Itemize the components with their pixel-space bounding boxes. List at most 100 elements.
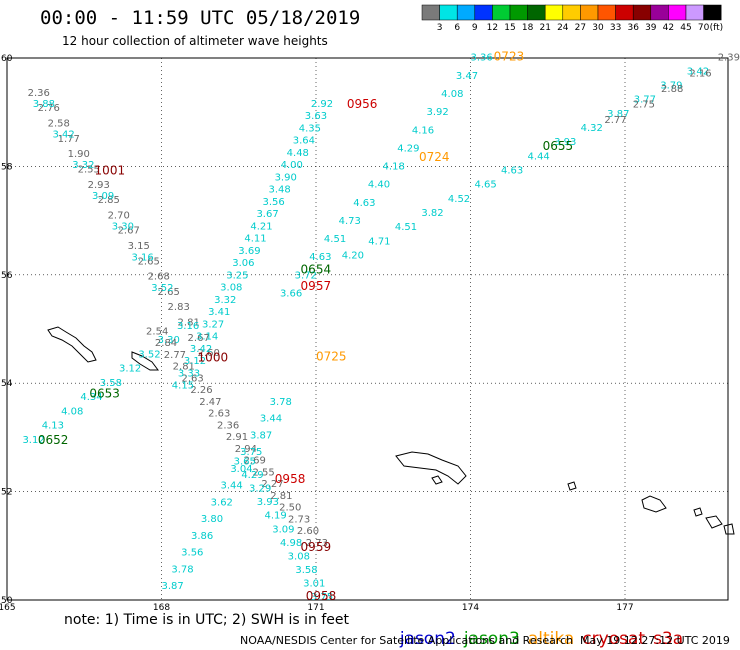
- wave-height-label: 3.08: [288, 551, 310, 562]
- colorbar-tick: 12: [487, 23, 498, 33]
- wave-height-label: 2.77: [604, 115, 626, 126]
- wave-height-label: 4.73: [339, 216, 361, 227]
- colorbar-tick: 3: [437, 23, 443, 33]
- wave-height-label: 2.27: [261, 479, 283, 490]
- colorbar-tick: 24: [557, 23, 569, 33]
- lat-tick-label: 60: [1, 54, 13, 64]
- wave-height-label: 4.29: [241, 470, 263, 481]
- wave-height-label: 4.51: [324, 234, 346, 245]
- coastline: [705, 515, 723, 529]
- coastline: [47, 326, 97, 363]
- wave-height-label: 3.87: [250, 430, 272, 441]
- map-frame: [6, 57, 729, 601]
- coastline: [723, 523, 735, 535]
- pass-time-label: 0724: [419, 150, 450, 164]
- wave-height-label: 3.12: [22, 435, 44, 446]
- pass-time-label: 0958: [306, 589, 337, 603]
- wave-height-label: 3.66: [280, 288, 302, 299]
- wave-height-label: 3.06: [232, 258, 254, 269]
- wave-height-label: 3.16: [131, 252, 153, 263]
- wave-height-label: 3.87: [162, 581, 184, 592]
- wave-height-label: 2.84: [155, 338, 177, 349]
- wave-height-label: 3.90: [275, 172, 297, 183]
- colorbar-swatch: [703, 4, 722, 21]
- wave-height-label: 2.94: [235, 444, 257, 455]
- colorbar-tick: 33: [610, 23, 621, 33]
- colorbar-tick: 36: [627, 23, 639, 33]
- wave-height-label: 2.67: [118, 226, 140, 237]
- wave-height-label: 4.13: [42, 421, 64, 432]
- coastline: [567, 481, 577, 491]
- wave-height-label: 4.18: [383, 162, 405, 173]
- wave-height-label: 2.70: [108, 210, 130, 221]
- wave-height-label: 3.32: [72, 160, 94, 171]
- legend-jason3: jason3: [463, 629, 520, 649]
- wave-height-label: 4.71: [368, 236, 390, 247]
- colorbar-tick: 39: [645, 23, 657, 33]
- wave-height-label: 4.65: [474, 180, 496, 191]
- wave-height-label: 3.42: [52, 129, 74, 140]
- wave-height-label: 3.14: [196, 332, 218, 343]
- legend-altika: altika: [527, 629, 575, 649]
- colorbar-unit: (ft): [710, 23, 724, 33]
- pass-time-label: 0957: [301, 279, 332, 293]
- wave-height-label: 2.73: [288, 514, 310, 525]
- wave-height-label: 4.40: [368, 180, 390, 191]
- wave-height-label: 4.29: [397, 143, 419, 154]
- pass-time-label: 1000: [198, 351, 229, 365]
- wave-height-label: 3.78: [171, 564, 193, 575]
- wave-height-label: 2.16: [689, 68, 711, 79]
- wave-height-label: 3.82: [421, 208, 443, 219]
- wave-height-label: 3.12: [119, 364, 141, 375]
- wave-height-label: 3.52: [138, 349, 160, 360]
- credit-line: NOAA/NESDIS Center for Satellite Applica…: [240, 634, 574, 647]
- wave-height-label: 3.58: [295, 565, 317, 576]
- wave-height-label: 3.25: [226, 270, 248, 281]
- coastline: [693, 507, 703, 517]
- wave-height-label: 3.01: [303, 578, 325, 589]
- wave-height-label: 3.15: [128, 241, 150, 252]
- wave-height-label: 4.98: [280, 538, 302, 549]
- wave-height-label: 2.60: [198, 348, 220, 359]
- wave-height-label: 4.20: [342, 251, 364, 262]
- wave-height-label: 4.63: [353, 198, 375, 209]
- wave-height-label: 3.33: [178, 368, 200, 379]
- wave-height-label: 3.75: [311, 592, 333, 603]
- wave-height-label: 1.77: [58, 134, 80, 145]
- wave-height-label: 2.63: [208, 409, 230, 420]
- wave-height-label: 2.58: [48, 119, 70, 130]
- wave-height-label: 2.76: [38, 103, 60, 114]
- wave-height-label: 3.29: [249, 484, 271, 495]
- wave-height-label: 4.48: [287, 148, 309, 159]
- colorbar-tick: 30: [592, 23, 604, 33]
- wave-height-label: 2.75: [633, 99, 655, 110]
- wave-height-label: 3.79: [660, 80, 682, 91]
- wave-height-label: 2.92: [311, 99, 333, 110]
- wave-height-label: 3.52: [151, 283, 173, 294]
- wave-height-label: 3.44: [260, 414, 282, 425]
- colorbar-tick: 21: [539, 23, 550, 33]
- wave-height-label: 3.56: [181, 548, 203, 559]
- wave-height-label: 4.63: [501, 165, 523, 176]
- lon-tick-label: 168: [153, 603, 170, 613]
- wave-height-label: 2.85: [98, 195, 120, 206]
- colorbar-tick: 27: [575, 23, 586, 33]
- wave-height-label: 2.50: [279, 503, 301, 514]
- wave-height-label: 3.65: [234, 457, 256, 468]
- wave-height-label: 3.44: [220, 481, 242, 492]
- wave-height-label: 3.36: [471, 53, 493, 64]
- wave-height-label: 1.90: [68, 149, 90, 160]
- wave-height-label: 3.72: [295, 270, 317, 281]
- pass-time-label: 0655: [543, 139, 574, 153]
- wave-height-label: 4.08: [61, 406, 83, 417]
- wave-height-label: 2.93: [88, 180, 110, 191]
- wave-height-label: 4.35: [299, 123, 321, 134]
- wave-height-label: 3.09: [272, 524, 294, 535]
- wave-height-label: 3.42: [190, 344, 212, 355]
- wave-height-label: 3.27: [202, 319, 224, 330]
- wave-height-label: 2.60: [297, 526, 319, 537]
- wave-height-label: 2.55: [78, 164, 100, 175]
- colorbar-tick: 15: [504, 23, 515, 33]
- wave-height-label: 4.44: [528, 151, 550, 162]
- wave-height-label: 4.00: [281, 160, 303, 171]
